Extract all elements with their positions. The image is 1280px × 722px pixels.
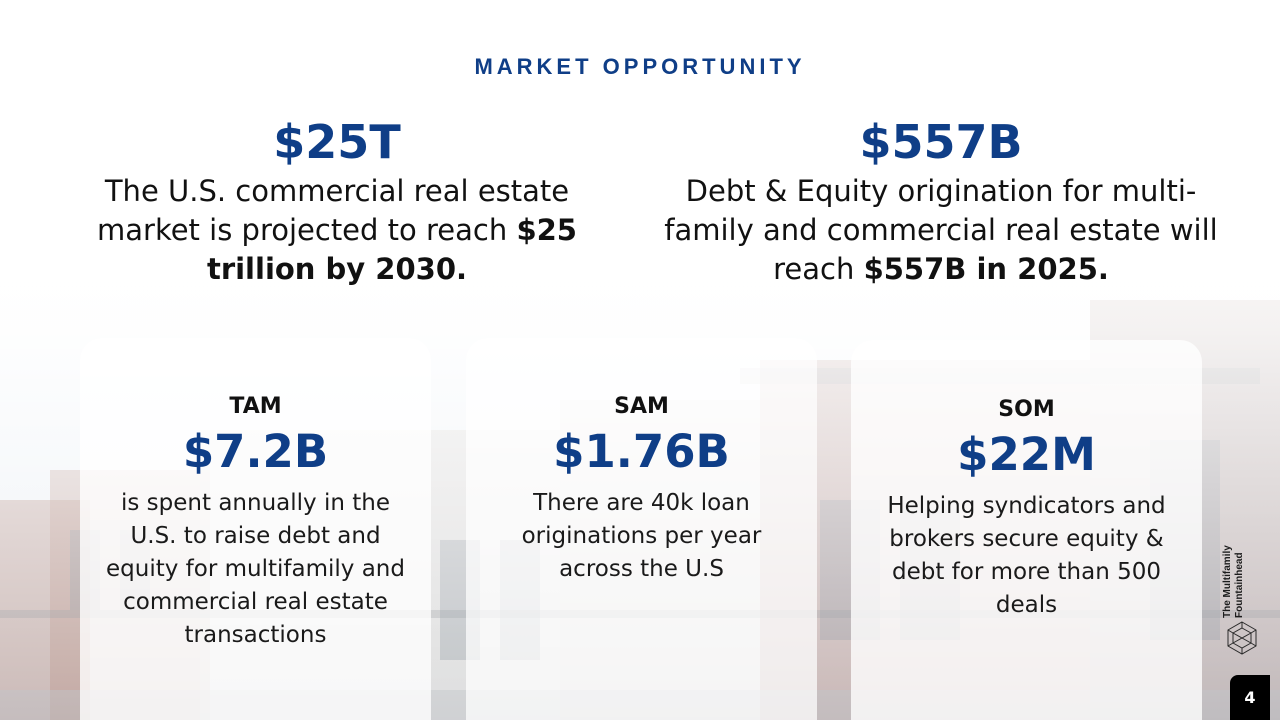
card-label: TAM <box>229 394 282 419</box>
headline-description: Debt & Equity origination for multi-fami… <box>660 172 1222 289</box>
headline-description: The U.S. commercial real estate market i… <box>92 172 582 289</box>
card-value: $1.76B <box>553 425 730 478</box>
headline-description-text: The U.S. commercial real estate market i… <box>97 174 570 247</box>
card-body: is spent annually in the U.S. to raise d… <box>106 490 405 648</box>
logo-line-2: Fountainhead <box>1234 552 1245 618</box>
company-logo-wordmark: The Multifamily Fountainhead <box>1222 508 1246 618</box>
headline-description-bold: $25 trillion by 2030. <box>206 213 577 286</box>
headline-description-text: Debt & Equity origination for multi-fami… <box>664 174 1218 286</box>
page-number-badge: 4 <box>1230 675 1270 720</box>
geodesic-hexagon-icon <box>1224 620 1260 656</box>
headline-market-size: $25T The U.S. commercial real estate mar… <box>92 112 582 289</box>
sam-card: SAM $1.76B There are 40k loan originatio… <box>466 338 817 720</box>
headline-description-bold: $557B in 2025. <box>863 252 1109 286</box>
headline-value: $25T <box>273 115 401 169</box>
tam-card: TAM $7.2B is spent annually in the U.S. … <box>80 338 431 720</box>
card-body: There are 40k loan originations per year… <box>521 490 762 582</box>
card-label: SOM <box>998 397 1055 422</box>
headline-origination: $557B Debt & Equity origination for mult… <box>660 112 1222 289</box>
card-body: Helping syndicators and brokers secure e… <box>887 493 1166 618</box>
card-value: $22M <box>957 428 1096 481</box>
logo-line-1: The Multifamily <box>1222 545 1233 618</box>
som-card: SOM $22M Helping syndicators and brokers… <box>851 340 1202 722</box>
card-value: $7.2B <box>182 425 329 478</box>
section-title: MARKET OPPORTUNITY <box>474 54 806 79</box>
card-label: SAM <box>614 394 669 419</box>
headline-value: $557B <box>859 115 1023 169</box>
